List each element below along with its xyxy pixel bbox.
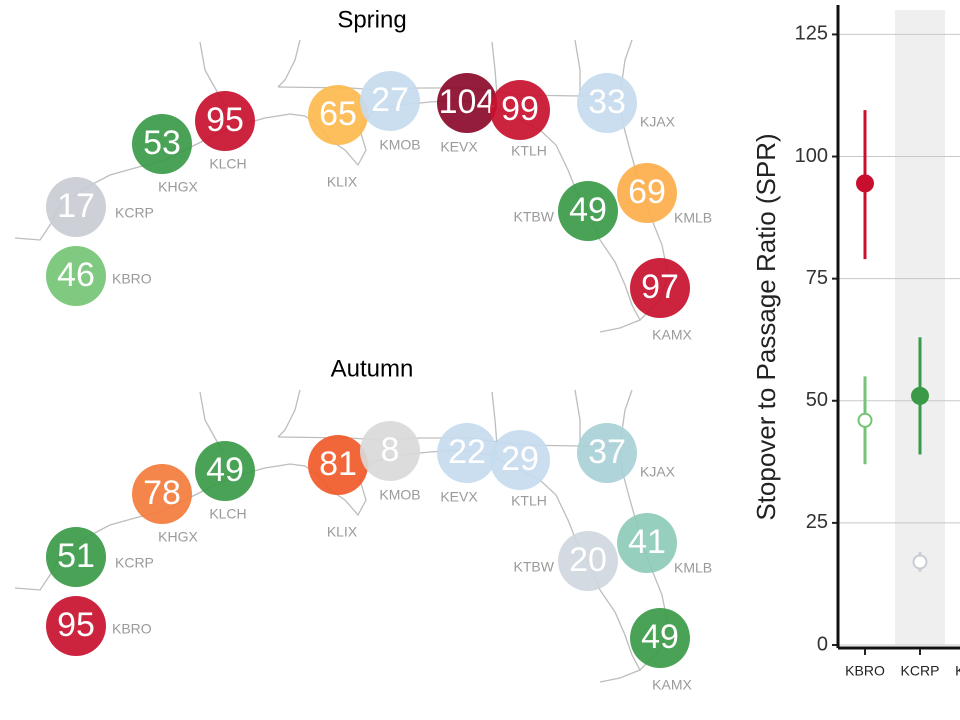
station-value: 95 — [57, 606, 95, 644]
station-label: KBRO — [112, 271, 152, 287]
station-value: 41 — [628, 523, 666, 561]
x-tick-label: KBRO — [845, 663, 885, 679]
station-circle — [630, 258, 690, 318]
station-circle — [308, 85, 368, 145]
station-value: 49 — [641, 618, 679, 656]
station-circle — [490, 430, 550, 490]
station-value: 99 — [501, 90, 539, 128]
station-value: 51 — [57, 537, 95, 575]
station-value: 8 — [381, 431, 400, 469]
station-circle — [195, 91, 255, 151]
station-circle — [132, 114, 192, 174]
point — [912, 554, 928, 570]
map-title: Spring — [337, 6, 406, 33]
station-label: KEVX — [440, 489, 478, 505]
station-value: 20 — [569, 541, 607, 579]
station-circle — [577, 73, 637, 133]
station-value: 97 — [641, 268, 679, 306]
station-label: KMLB — [674, 210, 712, 226]
station-value: 33 — [588, 83, 626, 121]
station-circle — [360, 421, 420, 481]
station-circle — [360, 71, 420, 131]
station-value: 53 — [143, 124, 181, 162]
station-circle — [630, 608, 690, 668]
station-value: 95 — [206, 101, 244, 139]
station-circle — [437, 423, 497, 483]
point — [856, 174, 874, 193]
station-circle — [558, 181, 618, 241]
station-label: KMLB — [674, 560, 712, 576]
x-tick-label: KCRP — [901, 663, 940, 679]
station-value: 104 — [439, 83, 496, 121]
station-value: 49 — [569, 191, 607, 229]
point — [911, 386, 929, 405]
station-label: KJAX — [640, 114, 676, 130]
map-title: Autumn — [331, 355, 414, 382]
y-tick-label: 75 — [806, 267, 828, 289]
station-value: 69 — [628, 173, 666, 211]
x-tick-label: KHGX — [955, 663, 960, 679]
station-circle — [558, 531, 618, 591]
station-value: 29 — [501, 440, 539, 478]
y-tick-label: 25 — [806, 511, 828, 533]
y-tick-label: 0 — [817, 633, 828, 655]
station-value: 22 — [448, 433, 486, 471]
station-circle — [132, 464, 192, 524]
station-value: 81 — [319, 445, 357, 483]
y-tick-label: 125 — [795, 23, 828, 45]
station-circle — [577, 423, 637, 483]
station-circle — [46, 596, 106, 656]
station-label: KAMX — [652, 677, 692, 693]
station-circle — [195, 441, 255, 501]
station-label: KLIX — [327, 174, 358, 190]
y-axis-label: Stopover to Passage Ratio (SPR) — [751, 133, 781, 520]
station-circle — [46, 246, 106, 306]
station-circle — [490, 80, 550, 140]
station-value: 37 — [588, 433, 626, 471]
band — [895, 10, 945, 645]
station-value: 78 — [143, 474, 181, 512]
station-label: KMOB — [379, 487, 420, 503]
station-label: KJAX — [640, 464, 676, 480]
station-value: 17 — [57, 187, 95, 225]
y-tick-label: 50 — [806, 389, 828, 411]
station-label: KTBW — [514, 209, 555, 225]
station-label: KEVX — [440, 139, 478, 155]
station-label: KLCH — [209, 506, 246, 522]
station-label: KBRO — [112, 621, 152, 637]
point — [857, 412, 873, 428]
station-label: KMOB — [379, 137, 420, 153]
station-label: KCRP — [115, 555, 154, 571]
station-circle — [437, 73, 497, 133]
station-label: KHGX — [158, 179, 198, 195]
y-tick-label: 100 — [795, 145, 828, 167]
station-label: KLCH — [209, 156, 246, 172]
station-label: KCRP — [115, 205, 154, 221]
station-label: KHGX — [158, 529, 198, 545]
station-value: 27 — [371, 81, 409, 119]
station-circle — [617, 513, 677, 573]
station-label: KTBW — [514, 559, 555, 575]
station-value: 49 — [206, 451, 244, 489]
station-circle — [46, 527, 106, 587]
station-circle — [617, 163, 677, 223]
station-circle — [308, 435, 368, 495]
station-circle — [46, 177, 106, 237]
station-label: KTLH — [511, 493, 547, 509]
station-label: KTLH — [511, 143, 547, 159]
station-label: KAMX — [652, 327, 692, 343]
station-value: 46 — [57, 256, 95, 294]
station-value: 65 — [319, 95, 357, 133]
station-label: KLIX — [327, 524, 358, 540]
